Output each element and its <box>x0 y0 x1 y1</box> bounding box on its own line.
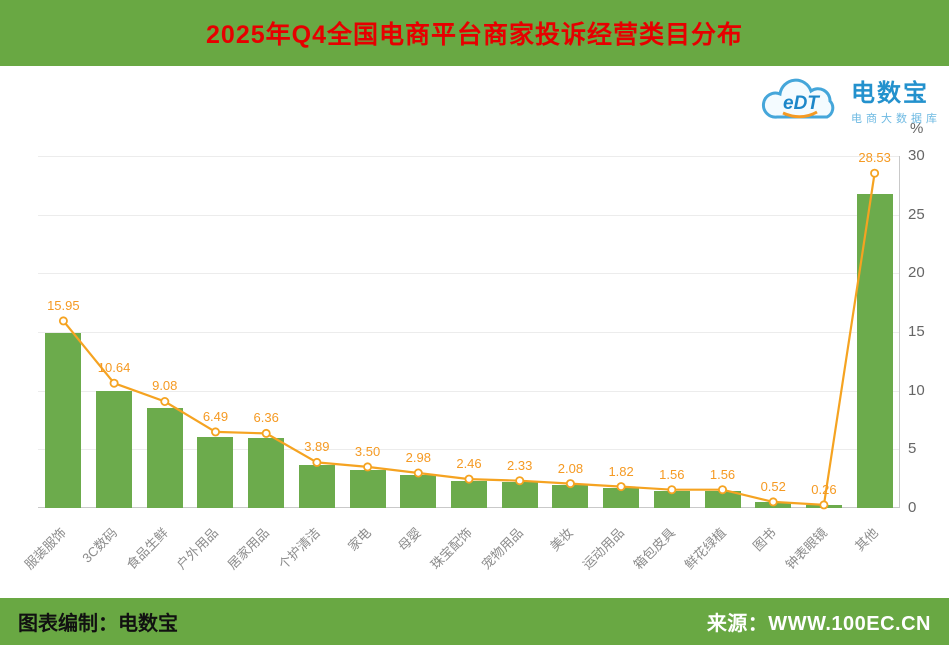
y-axis-tick-label: 0 <box>908 499 917 516</box>
bar <box>451 480 487 508</box>
x-axis-label: 服装服饰 <box>21 524 70 573</box>
cloud-swoosh <box>782 110 818 119</box>
y-axis-tick-label: 20 <box>908 264 925 282</box>
line-marker <box>160 396 170 406</box>
x-axis-label: 鲜花绿植 <box>681 524 729 573</box>
value-label: 1.56 <box>709 466 736 482</box>
line-marker <box>464 474 474 484</box>
gridline <box>38 332 899 333</box>
value-label: 0.26 <box>811 481 837 497</box>
line-marker <box>210 427 220 437</box>
bar <box>96 390 133 508</box>
bar <box>248 438 285 508</box>
x-axis-label: 珠宝配饰 <box>427 524 476 573</box>
value-label: 3.50 <box>354 443 381 459</box>
line-marker <box>515 476 525 486</box>
value-label: 2.33 <box>507 457 533 473</box>
value-label: 3.89 <box>304 439 330 455</box>
bar <box>146 408 183 508</box>
value-label: 1.56 <box>659 466 685 482</box>
x-axis-label: 美妆 <box>547 524 577 554</box>
bar <box>298 465 335 508</box>
plot-area: 15.95 10.64 9.08 6.49 6.36 3.89 3.50 2.98 2.46 2.… <box>38 150 900 510</box>
y-axis: 0 5 10 15 20 25 30 <box>908 147 948 516</box>
bar <box>552 485 589 508</box>
x-axis-labels: 服装服饰 3C数码 食品生鲜 户外用品 居家用品 个护清洁 家电 母婴 珠宝配饰 宠物用品 美妆 运动… <box>22 512 900 602</box>
line-marker <box>565 479 575 489</box>
x-axis-label: 家电 <box>344 524 374 554</box>
line-marker <box>312 457 322 467</box>
y-axis-tick-label: 5 <box>908 440 917 458</box>
y-axis-tick-label: 30 <box>908 147 925 164</box>
bar <box>45 332 82 508</box>
line-marker <box>109 378 119 388</box>
x-axis-label: 3C数码 <box>79 524 121 566</box>
line-marker <box>819 500 829 510</box>
line-marker <box>768 497 778 507</box>
trend-line <box>58 168 880 510</box>
y-axis-tick-label: 15 <box>908 323 925 340</box>
x-axis-label: 宠物用品 <box>478 524 526 573</box>
x-axis-label: 箱包皮具 <box>630 524 678 573</box>
line-marker <box>413 468 423 478</box>
logo-subtitle: 电商大数据库 <box>851 112 941 125</box>
footer-credit: 图表编制：电数宝 <box>18 613 178 635</box>
bar <box>653 490 690 508</box>
gridline <box>38 214 899 216</box>
chart-title: 2025年Q4全国电商平台商家投诉经营类目分布 <box>206 21 743 49</box>
value-label: 6.49 <box>202 408 229 424</box>
value-label: 28.53 <box>858 150 891 166</box>
logo-name: 电数宝 <box>851 79 929 107</box>
value-label: 0.52 <box>760 478 786 494</box>
bar <box>400 475 437 508</box>
value-label: 9.08 <box>152 378 178 394</box>
line-marker <box>261 428 271 438</box>
cloud-logo-icon: eDT <box>762 78 835 119</box>
logo-text: 电数宝 电商大数据库 <box>851 73 941 126</box>
chart-canvas: eDT 电数宝 电商大数据库 % 15.95 10.64 9.08 6.49 6.36 3… <box>0 66 949 598</box>
y-axis-tick-label: 10 <box>908 381 925 399</box>
line-marker <box>58 316 68 326</box>
chart-header-bar: 2025年Q4全国电商平台商家投诉经营类目分布 <box>0 0 949 66</box>
x-axis-label: 钟表眼镜 <box>782 524 830 573</box>
bar <box>704 490 741 508</box>
chart-footer-bar: 图表编制：电数宝 来源：WWW.100EC.CN <box>0 598 949 645</box>
line-marker <box>616 482 626 492</box>
gridline <box>38 449 899 451</box>
value-label: 10.64 <box>97 360 131 376</box>
x-axis-label: 户外用品 <box>174 524 222 573</box>
x-axis-label: 运动用品 <box>579 524 628 573</box>
line-marker <box>363 462 373 472</box>
gridline <box>38 390 899 392</box>
y-axis-unit-label: % <box>910 120 924 137</box>
value-label: 2.08 <box>557 460 584 476</box>
bar <box>501 482 538 508</box>
bar <box>603 487 640 508</box>
line-marker <box>667 485 677 495</box>
gridline <box>38 273 899 275</box>
cloud-shape <box>762 78 835 119</box>
x-axis-label: 个护清洁 <box>275 524 323 573</box>
value-label: 1.82 <box>608 463 634 479</box>
gridline <box>38 156 899 157</box>
x-axis-label: 其他 <box>851 524 881 554</box>
x-axis-label: 居家用品 <box>224 524 273 573</box>
brand-logo: eDT 电数宝 电商大数据库 <box>753 72 941 126</box>
footer-source: 来源：WWW.100EC.CN <box>706 613 931 635</box>
line-marker <box>718 485 728 495</box>
y-axis-tick-label: 25 <box>908 205 925 223</box>
x-axis-label: 母婴 <box>395 524 425 554</box>
value-label: 6.36 <box>253 410 279 426</box>
x-axis-label: 图书 <box>750 524 780 554</box>
value-label: 2.46 <box>456 456 482 472</box>
value-label: 2.98 <box>405 450 431 466</box>
bar <box>197 436 234 508</box>
bar <box>349 469 386 508</box>
cloud-logo-text: eDT <box>783 93 820 114</box>
line-marker <box>870 168 880 178</box>
value-label: 15.95 <box>47 297 80 313</box>
x-axis-label: 食品生鲜 <box>123 524 171 573</box>
